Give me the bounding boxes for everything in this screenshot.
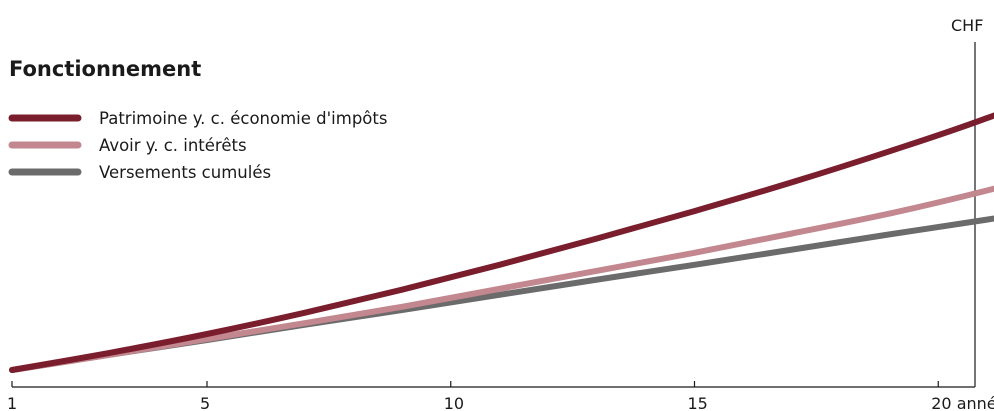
x-tick-label: 5 xyxy=(200,394,210,411)
axes xyxy=(12,42,976,388)
series-lines xyxy=(9,112,994,373)
x-tick-label: 15 xyxy=(688,394,708,411)
series-line-0 xyxy=(9,112,994,373)
legend: Patrimoine y. c. économie d'impôts Avoir … xyxy=(8,109,387,182)
series-line-1 xyxy=(9,185,994,373)
legend-label: Avoir y. c. intérêts xyxy=(99,136,247,155)
y-axis-unit-label: CHF xyxy=(951,16,983,35)
x-tick-label: 20 années xyxy=(931,394,994,411)
legend-label: Patrimoine y. c. économie d'impôts xyxy=(99,109,387,128)
x-tick-label: 1 xyxy=(7,394,17,411)
legend-label: Versements cumulés xyxy=(99,163,271,182)
x-tick-label: 10 xyxy=(444,394,464,411)
chart-title: Fonctionnement xyxy=(9,57,201,81)
